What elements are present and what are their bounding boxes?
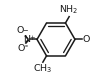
Text: N: N — [23, 35, 30, 44]
Text: O: O — [83, 35, 90, 44]
Text: −: − — [22, 28, 28, 34]
Text: ": " — [24, 44, 27, 50]
Text: CH$_3$: CH$_3$ — [33, 63, 53, 75]
Text: NH$_2$: NH$_2$ — [59, 4, 79, 16]
Text: O: O — [17, 26, 24, 35]
Text: +: + — [29, 35, 34, 41]
Text: O: O — [17, 44, 25, 53]
